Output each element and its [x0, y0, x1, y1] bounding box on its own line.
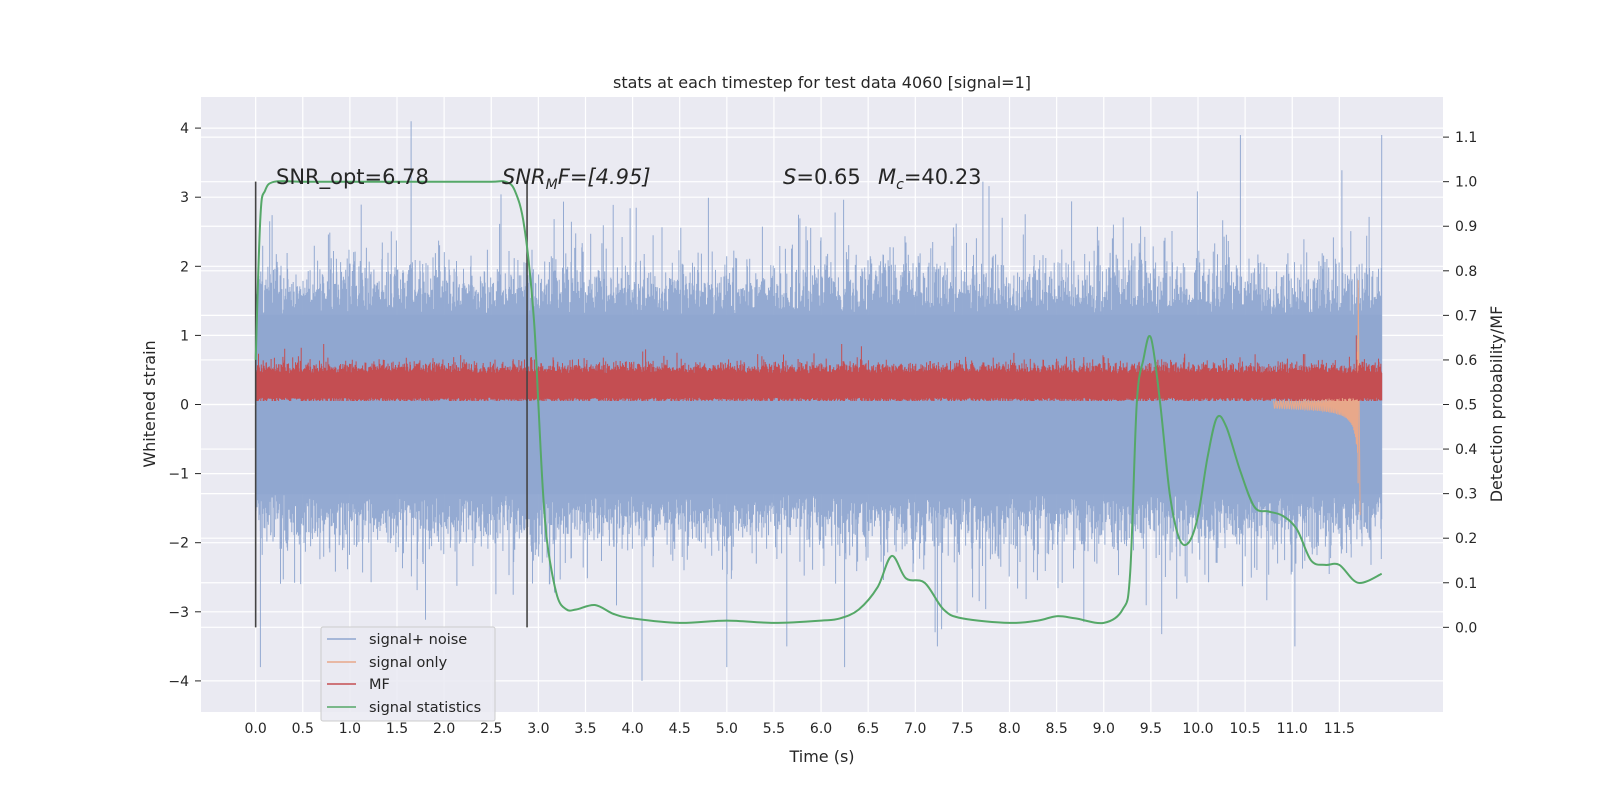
y-right-axis-label: Detection probability/MF [1487, 306, 1506, 503]
y-right-tick-label: 0.1 [1455, 576, 1477, 592]
legend-label-signal-only: signal only [369, 655, 448, 671]
annotation-chirp-mass: Mc=40.23 [878, 165, 982, 193]
x-tick-label: 5.0 [716, 721, 738, 737]
y-right-tick-label: 0.8 [1455, 264, 1477, 280]
signal-statistics-line [254, 180, 1383, 625]
legend-label-signal-noise: signal+ noise [369, 632, 467, 648]
x-tick-label: 6.5 [857, 721, 879, 737]
x-tick-label: 2.5 [480, 721, 502, 737]
y-right-tick-label: 0.5 [1455, 398, 1477, 414]
x-tick-label: 9.0 [1093, 721, 1115, 737]
x-tick-label: 6.0 [810, 721, 832, 737]
x-tick-label: 10.5 [1230, 721, 1261, 737]
x-tick-label: 8.0 [998, 721, 1020, 737]
series-mf [255, 335, 1383, 401]
y-left-tick-label: 4 [180, 121, 189, 137]
y-left-tick-label: −2 [168, 536, 189, 552]
x-tick-label: 3.5 [574, 721, 596, 737]
x-tick-label: 1.5 [386, 721, 408, 737]
y-right-tick-label: 0.3 [1455, 487, 1477, 503]
x-tick-label: 2.0 [433, 721, 455, 737]
y-left-tick-label: 2 [180, 259, 189, 275]
legend-label-signal-statistics: signal statistics [369, 700, 481, 716]
y-left-tick-label: 3 [180, 190, 189, 206]
annotation-snr-opt: SNR_opt=6.78 [276, 165, 429, 190]
annotation-s-value: S=0.65 [783, 165, 861, 189]
y-right-axis-ticks: 1.1 1.0 0.9 0.8 0.7 0.6 0.5 0.4 0.3 0.2 0.1 0.0 [1443, 130, 1477, 636]
x-tick-label: 10.0 [1182, 721, 1213, 737]
x-tick-label: 4.5 [669, 721, 691, 737]
y-right-tick-label: 0.7 [1455, 308, 1477, 324]
x-tick-label: 8.5 [1046, 721, 1068, 737]
y-right-tick-label: 0.0 [1455, 620, 1477, 636]
x-axis-ticks: 0.0 0.5 1.0 1.5 2.0 2.5 3.0 3.5 4.0 4.5 5.0 5.5 6.0 6… [245, 721, 1355, 737]
x-tick-label: 1.0 [339, 721, 361, 737]
x-tick-label: 4.0 [621, 721, 643, 737]
y-right-tick-label: 0.6 [1455, 353, 1477, 369]
y-right-tick-label: 0.2 [1455, 531, 1477, 547]
y-right-tick-label: 0.4 [1455, 442, 1477, 458]
y-left-tick-label: 1 [180, 328, 189, 344]
y-left-tick-label: 0 [180, 398, 189, 414]
y-right-tick-label: 1.1 [1455, 130, 1477, 146]
x-tick-label: 0.0 [245, 721, 267, 737]
x-tick-label: 7.5 [951, 721, 973, 737]
annotation-snr-mf: SNRMF=[4.95] [502, 165, 651, 193]
y-right-tick-label: 0.9 [1455, 219, 1477, 235]
series-signal-statistics [254, 180, 1383, 625]
x-tick-label: 11.5 [1324, 721, 1355, 737]
x-tick-label: 3.0 [527, 721, 549, 737]
x-tick-label: 9.5 [1140, 721, 1162, 737]
x-axis-label: Time (s) [788, 747, 854, 766]
x-tick-label: 0.5 [292, 721, 314, 737]
x-tick-label: 7.0 [904, 721, 926, 737]
x-tick-label: 5.5 [763, 721, 785, 737]
y-left-tick-label: −4 [168, 674, 189, 690]
y-right-tick-label: 1.0 [1455, 175, 1477, 191]
chart-title: stats at each timestep for test data 406… [613, 73, 1031, 92]
vertical-markers [254, 181, 528, 628]
series-signal-noise [255, 121, 1383, 681]
legend-box [320, 626, 496, 722]
y-left-axis-ticks: 4 3 2 1 0 −1 −2 −3 −4 [168, 121, 201, 690]
legend: signal+ noise signal only MF signal stat… [320, 626, 496, 722]
y-left-axis-label: Whitened strain [140, 340, 159, 467]
y-left-tick-label: −1 [168, 467, 189, 483]
legend-label-mf: MF [369, 677, 390, 693]
x-tick-label: 11.0 [1277, 721, 1308, 737]
y-left-tick-label: −3 [168, 605, 189, 621]
